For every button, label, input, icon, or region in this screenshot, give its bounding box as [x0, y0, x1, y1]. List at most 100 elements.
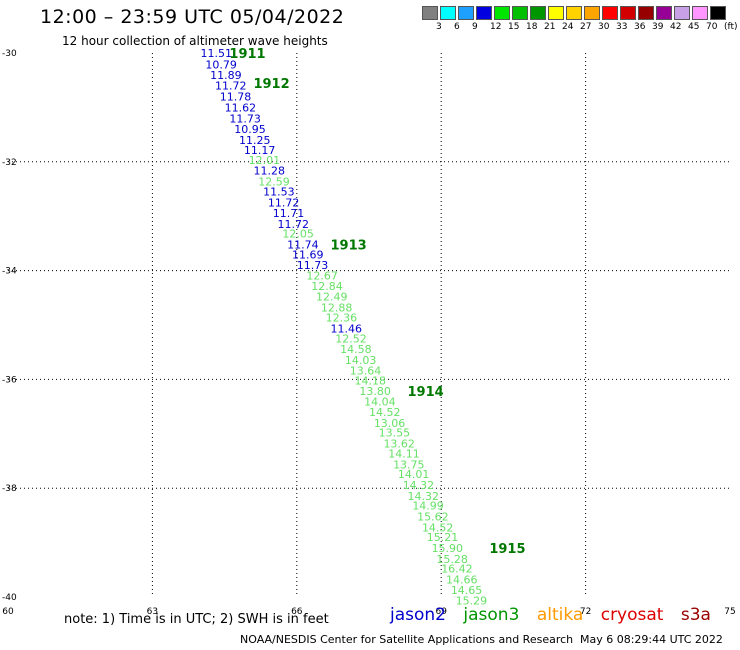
- wave-height-reading: 12.67: [306, 269, 338, 282]
- latitude-label: -38: [2, 484, 17, 494]
- wave-height-reading: 14.32: [408, 490, 440, 503]
- wave-height-reading: 11.89: [210, 69, 242, 82]
- wave-height-reading: 14.52: [422, 521, 454, 534]
- colorbar-tick-label: 27: [580, 22, 592, 32]
- wave-height-reading: 12.88: [321, 302, 353, 315]
- wave-height-reading: 15.90: [432, 542, 464, 555]
- longitude-label: 69: [435, 607, 447, 617]
- credit-line: NOAA/NESDIS Center for Satellite Applica…: [240, 633, 574, 646]
- wave-height-reading: 13.75: [393, 458, 425, 471]
- wave-height-reading: 11.73: [229, 112, 261, 125]
- wave-height-reading: 15.28: [436, 553, 468, 566]
- colorbar-swatch: [656, 6, 672, 20]
- colorbar-tick-label: 15: [508, 22, 520, 32]
- wave-height-reading: 14.04: [364, 396, 396, 409]
- wave-height-reading: 11.72: [268, 197, 300, 210]
- satellite-legend-s3a: s3a: [680, 605, 711, 625]
- time-mark: 1911: [229, 47, 265, 62]
- wave-height-reading: 13.06: [374, 417, 406, 430]
- colorbar-tick-label: 9: [472, 22, 478, 32]
- wave-height-colorbar: 3 6 9 12 15 18 21 24 27 30 33 36 39 42 45 70 (ft): [422, 6, 738, 32]
- wave-height-reading: 12.05: [282, 228, 314, 241]
- colorbar-swatch: [548, 6, 564, 20]
- satellite-legend: jason2 jason3 altika cryosat s3a: [390, 605, 723, 625]
- wave-height-reading: 15.29: [456, 594, 488, 607]
- map-subtitle: 12 hour collection of altimeter wave hei…: [62, 34, 328, 48]
- wave-height-reading: 14.03: [345, 354, 377, 367]
- latitude-label: -34: [2, 267, 17, 277]
- wave-height-reading: 13.62: [383, 438, 415, 451]
- wave-height-reading: 15.21: [427, 531, 459, 544]
- colorbar-tick-label: 36: [634, 22, 646, 32]
- wave-height-reading: 11.28: [253, 165, 284, 178]
- colorbar-swatch: [566, 6, 582, 20]
- wave-height-reading: 11.53: [263, 186, 295, 199]
- latitude-label: -36: [2, 375, 17, 385]
- colorbar-tick-label: 70: [706, 22, 718, 32]
- wave-height-reading: 12.84: [311, 280, 343, 293]
- wave-height-reading: 16.42: [441, 563, 473, 576]
- map-title: 12:00 – 23:59 UTC 05/04/2022: [40, 6, 345, 28]
- colorbar-tick-label: (ft): [724, 22, 738, 32]
- colorbar-tick-label: 6: [454, 22, 460, 32]
- colorbar-swatch: [458, 6, 474, 20]
- colorbar-swatch: [530, 6, 546, 20]
- wave-height-reading: 11.46: [330, 322, 362, 335]
- colorbar-tick-label: 18: [526, 22, 538, 32]
- satellite-legend-jason3: jason3: [463, 605, 520, 625]
- wave-height-reading: 11.62: [225, 101, 257, 114]
- satellite-legend-altika: altika: [536, 605, 584, 625]
- wave-height-reading: 10.79: [205, 58, 237, 71]
- wave-height-reading: 11.69: [292, 248, 324, 261]
- longitude-label: 72: [580, 607, 591, 617]
- colorbar-swatch: [440, 6, 456, 20]
- wave-height-reading: 11.74: [287, 238, 319, 251]
- wave-height-reading: 11.73: [297, 259, 329, 272]
- colorbar-swatch: [512, 6, 528, 20]
- colorbar-tick-label: 3: [436, 22, 442, 32]
- wave-height-reading: 14.65: [451, 584, 483, 597]
- longitude-label: 75: [724, 607, 735, 617]
- wave-height-reading: 14.52: [369, 406, 401, 419]
- generated-timestamp: May 6 08:29:44 UTC 2022: [580, 633, 723, 646]
- wave-height-reading: 14.32: [403, 479, 435, 492]
- wave-height-reading: 13.80: [359, 385, 391, 398]
- wave-height-reading: 14.99: [412, 500, 444, 513]
- wave-height-reading: 11.25: [239, 134, 270, 147]
- footer-note: note: 1) Time is in UTC; 2) SWH is in fe…: [64, 612, 329, 627]
- wave-height-reading: 11.17: [244, 144, 276, 157]
- wave-height-reading: 13.55: [379, 427, 411, 440]
- colorbar-swatch: [638, 6, 654, 20]
- wave-height-reading: 14.66: [446, 574, 478, 587]
- wave-height-reading: 14.01: [398, 468, 430, 481]
- colorbar-swatch: [584, 6, 600, 20]
- colorbar-swatch: [422, 6, 438, 20]
- wave-height-reading: 11.51: [201, 47, 233, 60]
- wave-height-reading: 10.95: [234, 123, 266, 136]
- longitude-label: 66: [291, 607, 303, 617]
- wave-height-reading: 12.59: [258, 175, 290, 188]
- satellite-legend-cryosat: cryosat: [600, 605, 664, 625]
- colorbar-swatch: [494, 6, 510, 20]
- wave-height-reading: 14.18: [355, 374, 387, 387]
- wave-height-reading: 14.58: [340, 343, 372, 356]
- time-mark: 1915: [489, 542, 525, 557]
- wave-height-reading: 11.71: [273, 207, 305, 220]
- colorbar-tick-label: 42: [670, 22, 682, 32]
- latitude-label: -30: [2, 49, 17, 59]
- latitude-label: -32: [2, 158, 17, 168]
- colorbar-tick-label: 39: [652, 22, 664, 32]
- wave-height-reading: 12.49: [316, 291, 348, 304]
- colorbar-tick-label: 30: [598, 22, 610, 32]
- satellite-legend-jason2: jason2: [390, 605, 446, 625]
- wave-height-reading: 13.64: [350, 365, 382, 378]
- wave-height-reading: 11.78: [220, 91, 252, 104]
- wave-height-reading: 11.72: [215, 80, 247, 93]
- wave-height-reading: 12.52: [335, 333, 367, 346]
- latitude-label: -40: [2, 593, 17, 603]
- colorbar-swatch: [620, 6, 636, 20]
- colorbar-tick-label: 45: [688, 22, 700, 32]
- colorbar-swatch: [692, 6, 708, 20]
- colorbar-swatch: [674, 6, 690, 20]
